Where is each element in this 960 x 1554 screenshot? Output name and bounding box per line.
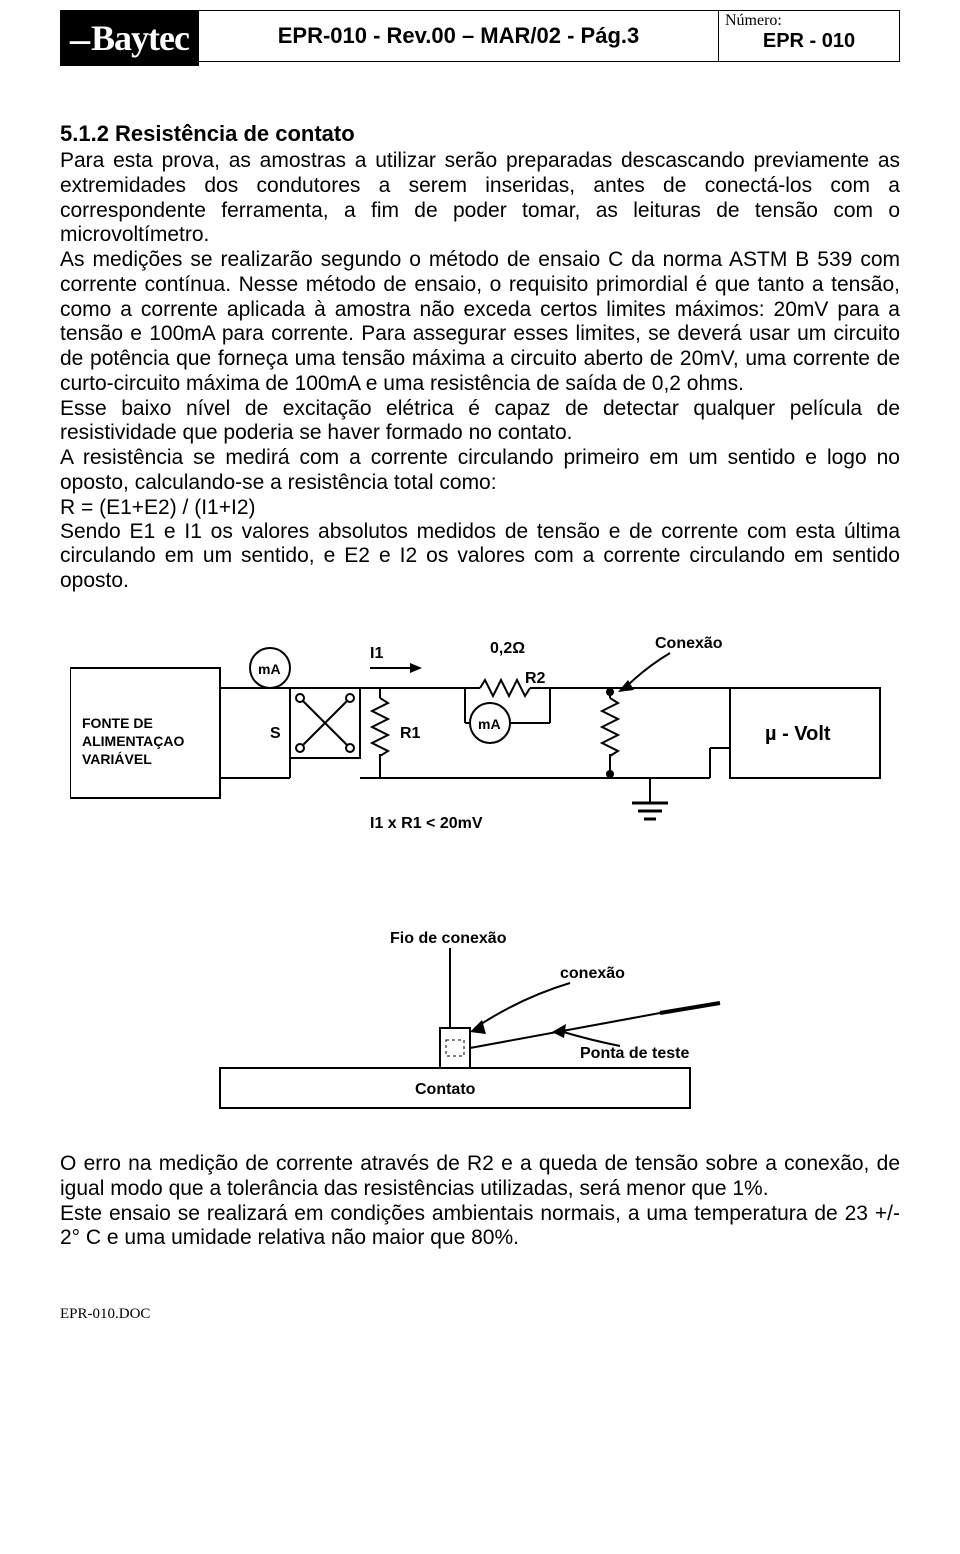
svg-text:mA: mA xyxy=(478,716,501,732)
formula: R = (E1+E2) / (I1+I2) xyxy=(60,496,900,520)
doc-header: –Baytec EPR-010 - Rev.00 – MAR/02 - Pág.… xyxy=(60,10,900,66)
svg-text:FONTE DE: FONTE DE xyxy=(82,715,153,731)
svg-text:I1 x R1 < 20mV: I1 x R1 < 20mV xyxy=(370,815,483,832)
logo-text: Baytec xyxy=(91,17,189,59)
paragraph-7: Este ensaio se realizará em condições am… xyxy=(60,1202,900,1252)
num-value: EPR - 010 xyxy=(719,30,899,61)
svg-text:Conexão: Conexão xyxy=(655,635,723,652)
svg-text:conexão: conexão xyxy=(560,965,625,982)
logo: –Baytec xyxy=(60,10,199,66)
probe-diagram: Fio de conexão conexão Ponta de teste Co… xyxy=(160,928,800,1128)
doc-title: EPR-010 - Rev.00 – MAR/02 - Pág.3 xyxy=(199,10,719,62)
paragraph-5: Sendo E1 e I1 os valores absolutos medid… xyxy=(60,520,900,594)
svg-text:Contato: Contato xyxy=(415,1081,476,1098)
svg-text:µ - Volt: µ - Volt xyxy=(765,723,831,745)
footer-filename: EPR-010.DOC xyxy=(60,1306,900,1323)
svg-text:ALIMENTAÇAO: ALIMENTAÇAO xyxy=(82,733,185,749)
paragraph-6: O erro na medição de corrente através de… xyxy=(60,1152,900,1202)
paragraph-1: Para esta prova, as amostras a utilizar … xyxy=(60,149,900,248)
svg-text:VARIÁVEL: VARIÁVEL xyxy=(82,751,152,767)
svg-text:Ponta de teste: Ponta de teste xyxy=(580,1045,689,1062)
doc-number-box: Número: EPR - 010 xyxy=(719,10,900,62)
paragraph-4: A resistência se medirá com a corrente c… xyxy=(60,446,900,496)
svg-text:mA: mA xyxy=(258,661,281,677)
svg-text:R1: R1 xyxy=(400,725,421,742)
paragraph-3: Esse baixo nível de excitação elétrica é… xyxy=(60,397,900,447)
svg-text:R2: R2 xyxy=(525,670,546,687)
section-title: 5.1.2 Resistência de contato xyxy=(60,121,900,147)
circuit-diagram: FONTE DE ALIMENTAÇAO VARIÁVEL mA S R1 xyxy=(70,628,890,888)
svg-text:I1: I1 xyxy=(370,645,383,662)
svg-text:S: S xyxy=(270,725,281,742)
num-label: Número: xyxy=(719,11,899,30)
svg-text:0,2Ω: 0,2Ω xyxy=(490,640,525,657)
paragraph-2: As medições se realizarão segundo o méto… xyxy=(60,248,900,397)
svg-text:Fio de conexão: Fio de conexão xyxy=(390,930,507,947)
